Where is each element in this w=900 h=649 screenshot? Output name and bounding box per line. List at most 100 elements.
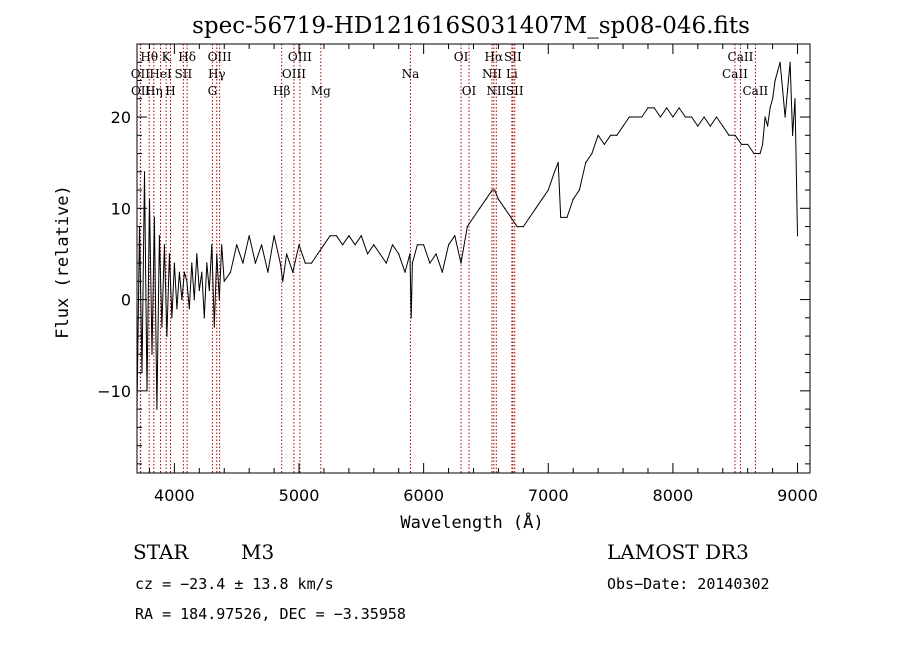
spectrum-point-98 <box>585 162 587 164</box>
spectrum-point-124 <box>747 143 749 145</box>
spectrum-point-79 <box>479 207 481 209</box>
spectrum-point-122 <box>734 134 736 136</box>
line-marker-label-9: G <box>208 84 218 98</box>
spectrum-point-76 <box>460 262 462 264</box>
spectrum-point-68 <box>411 262 413 264</box>
spectrum-point-21 <box>188 308 190 310</box>
spectrum-point-22 <box>191 262 193 264</box>
spectrum-point-110 <box>659 116 662 118</box>
spectrum-point-126 <box>759 152 761 155</box>
line-marker-label-24: SII <box>506 84 524 98</box>
spectrum-point-37 <box>236 244 238 246</box>
spectrum-point-121 <box>728 134 730 136</box>
spectrum-point-86 <box>516 226 518 228</box>
spectrum-point-14 <box>171 317 173 319</box>
spectrum-point-107 <box>641 116 643 118</box>
y-tick-label-3: 20 <box>111 108 131 127</box>
spectrum-point-106 <box>634 116 637 118</box>
line-marker-label-15: Mg <box>311 84 331 98</box>
spectrum-point-49 <box>304 262 306 264</box>
spectrum-point-117 <box>703 116 705 118</box>
x-tick-label-3: 7000 <box>528 486 569 505</box>
spectrum-point-47 <box>292 271 294 273</box>
y-axis-ticks: −10 0 10 20 <box>97 43 810 465</box>
coordinates: RA = 184.97526, DEC = −3.35958 <box>135 605 406 623</box>
spectrum-point-20 <box>186 280 188 282</box>
spectrum-point-10 <box>161 326 163 328</box>
spectrum-point-109 <box>653 107 655 109</box>
spectrum-point-55 <box>342 244 344 246</box>
spectrum-point-51 <box>317 253 319 255</box>
spectrum-point-102 <box>610 134 612 136</box>
spectrum-point-112 <box>672 116 674 118</box>
spectrum-point-41 <box>261 244 263 246</box>
spectrum-point-92 <box>553 171 556 173</box>
spectrum-point-17 <box>178 271 180 273</box>
line-marker-label-10: Hγ <box>208 67 226 81</box>
spectrum-point-104 <box>622 125 624 127</box>
spectrum-point-63 <box>391 244 394 246</box>
spectrum-point-129 <box>767 125 769 127</box>
spectrum-point-71 <box>429 262 431 264</box>
spectrum-point-5 <box>148 198 151 200</box>
spectrum-trace <box>136 61 799 410</box>
line-marker-label-22: Li <box>506 67 518 81</box>
spectrum-point-116 <box>697 125 699 127</box>
spectrum-point-89 <box>535 207 537 209</box>
spectrum-point-52 <box>323 244 325 246</box>
line-marker-label-19: NII <box>482 67 502 81</box>
spectrum-point-8 <box>156 408 158 410</box>
spectrum-point-38 <box>242 262 244 264</box>
line-marker-label-3: Hη <box>145 84 163 98</box>
spectrum-point-94 <box>560 216 562 218</box>
spectrum-point-66 <box>409 253 411 255</box>
spectrum-point-12 <box>166 335 168 337</box>
redshift-velocity: cz = −23.4 ± 13.8 km/s <box>135 575 334 593</box>
spectrum-point-24 <box>196 253 198 255</box>
spectral-line-markers: OIIOIIHθHηHeIKHSIIHδGHγOIIIHβOIIIOIIIMgN… <box>131 44 769 473</box>
x-axis-label: Wavelength (Å) <box>400 511 543 533</box>
spectrum-point-133 <box>777 70 779 72</box>
line-marker-label-7: SII <box>175 67 193 81</box>
spectrum-point-54 <box>335 235 337 237</box>
spectrum-point-13 <box>168 253 170 255</box>
spectrum-point-77 <box>466 226 468 228</box>
spectrum-point-46 <box>286 253 288 255</box>
line-marker-label-6: H <box>165 84 175 98</box>
line-marker-label-11: OIII <box>208 50 232 64</box>
spectrum-point-61 <box>379 253 381 255</box>
spectrum-point-91 <box>547 189 549 191</box>
spectrum-point-31 <box>213 326 215 328</box>
line-marker-label-12: Hβ <box>273 84 290 98</box>
spectrum-point-45 <box>282 280 284 282</box>
spectrum-point-73 <box>441 271 443 273</box>
spectrum-point-136 <box>784 116 786 118</box>
spectrum-point-32 <box>216 253 218 255</box>
spectrum-point-23 <box>193 299 195 301</box>
spectrum-point-127 <box>762 143 764 145</box>
spectrum-point-3 <box>143 171 146 173</box>
spectrum-point-50 <box>310 262 313 264</box>
x-tick-label-4: 8000 <box>653 486 694 505</box>
line-marker-label-4: HeI <box>149 67 172 81</box>
spectrum-point-53 <box>329 235 331 237</box>
line-marker-label-5: K <box>162 50 172 64</box>
spectrum-point-138 <box>789 61 791 63</box>
plot-frame <box>136 43 811 474</box>
line-marker-label-2: Hθ <box>140 50 158 64</box>
spectrum-point-83 <box>497 198 499 200</box>
observation-date: Obs−Date: 20140302 <box>607 575 770 593</box>
spectrum-point-105 <box>628 116 630 118</box>
spectrum-point-99 <box>591 152 593 155</box>
spectrum-point-35 <box>223 280 225 282</box>
spectrum-point-128 <box>764 116 766 118</box>
spectrum-point-115 <box>691 116 693 118</box>
spectrum-point-16 <box>176 308 178 310</box>
spectrum-point-103 <box>616 134 618 136</box>
x-tick-label-1: 5000 <box>279 486 320 505</box>
line-marker-label-27: CaII <box>742 84 768 98</box>
spectrum-point-120 <box>722 125 724 127</box>
line-marker-label-26: CaII <box>728 50 754 64</box>
spectrum-point-74 <box>448 244 450 246</box>
spectrum-point-82 <box>494 189 496 191</box>
